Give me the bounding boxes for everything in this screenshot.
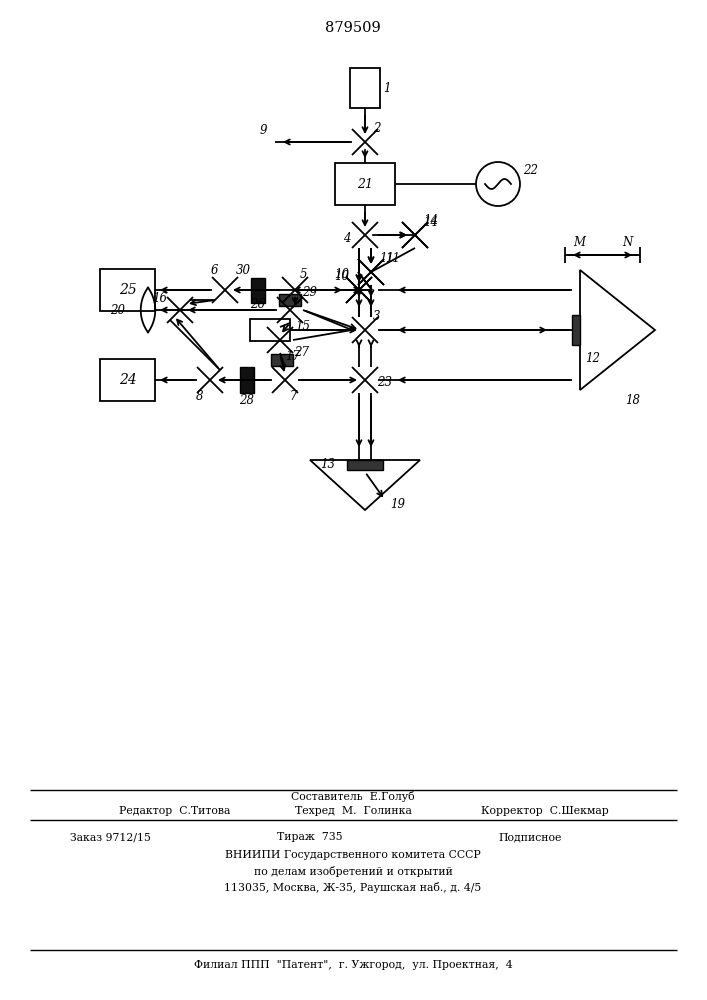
- Text: 21: 21: [357, 178, 373, 190]
- Text: 5: 5: [300, 267, 308, 280]
- Text: 7: 7: [290, 389, 298, 402]
- Text: 14: 14: [423, 215, 438, 228]
- Bar: [347, 460, 383, 470]
- Bar: [335, 163, 395, 205]
- Text: 24: 24: [119, 373, 136, 387]
- Bar: [279, 294, 301, 306]
- Text: 8: 8: [196, 389, 204, 402]
- Text: 18: 18: [625, 393, 640, 406]
- Text: 30: 30: [236, 263, 251, 276]
- Bar: [100, 359, 155, 401]
- Text: 20: 20: [110, 304, 125, 316]
- Text: Корректор  С.Шекмар: Корректор С.Шекмар: [481, 806, 609, 816]
- Text: 25: 25: [119, 283, 136, 297]
- Text: 4: 4: [343, 232, 351, 244]
- Text: 3: 3: [373, 310, 380, 322]
- Text: 10: 10: [334, 268, 349, 282]
- Text: ВНИИПИ Государственного комитета СССР: ВНИИПИ Государственного комитета СССР: [225, 850, 481, 860]
- Text: Редактор  С.Титова: Редактор С.Титова: [119, 806, 230, 816]
- Text: 1: 1: [383, 82, 390, 95]
- Bar: [250, 319, 290, 341]
- Text: Составитель  Е.Голуб: Составитель Е.Голуб: [291, 792, 415, 802]
- Text: Подписное: Подписное: [498, 832, 561, 842]
- Text: 9: 9: [260, 123, 267, 136]
- Text: Техред  М.  Голинка: Техред М. Голинка: [295, 806, 411, 816]
- Text: 879509: 879509: [325, 21, 381, 35]
- Text: 113035, Москва, Ж-35, Раушская наб., д. 4/5: 113035, Москва, Ж-35, Раушская наб., д. …: [224, 882, 481, 893]
- Text: M: M: [573, 236, 585, 249]
- Text: Филиал ППП  "Патент",  г. Ужгород,  ул. Проектная,  4: Филиал ППП "Патент", г. Ужгород, ул. Про…: [194, 960, 513, 970]
- Text: 13: 13: [320, 458, 335, 472]
- Text: 15: 15: [295, 320, 310, 332]
- Bar: [350, 68, 380, 108]
- Text: 19: 19: [390, 498, 405, 512]
- Text: 22: 22: [523, 163, 538, 176]
- Text: Тираж  735: Тираж 735: [277, 832, 343, 842]
- Bar: [240, 367, 254, 393]
- Text: 2: 2: [373, 121, 380, 134]
- Text: 17: 17: [285, 350, 300, 362]
- Text: 10: 10: [334, 269, 349, 282]
- Text: 29: 29: [302, 286, 317, 298]
- Text: N: N: [621, 236, 632, 249]
- Text: по делам изобретений и открытий: по делам изобретений и открытий: [254, 866, 452, 877]
- Bar: [251, 277, 265, 302]
- Text: 12: 12: [585, 352, 600, 364]
- Text: 11: 11: [379, 251, 394, 264]
- Text: 27: 27: [294, 346, 309, 359]
- Text: 28: 28: [239, 393, 254, 406]
- Bar: [271, 354, 293, 366]
- Text: 23: 23: [377, 376, 392, 389]
- Bar: [100, 269, 155, 311]
- Text: 26: 26: [250, 298, 265, 312]
- Bar: [572, 315, 580, 345]
- Text: Заказ 9712/15: Заказ 9712/15: [69, 832, 151, 842]
- Text: 16: 16: [152, 292, 167, 304]
- Text: 14: 14: [423, 217, 438, 230]
- Text: 11: 11: [385, 251, 400, 264]
- Text: 6: 6: [211, 263, 218, 276]
